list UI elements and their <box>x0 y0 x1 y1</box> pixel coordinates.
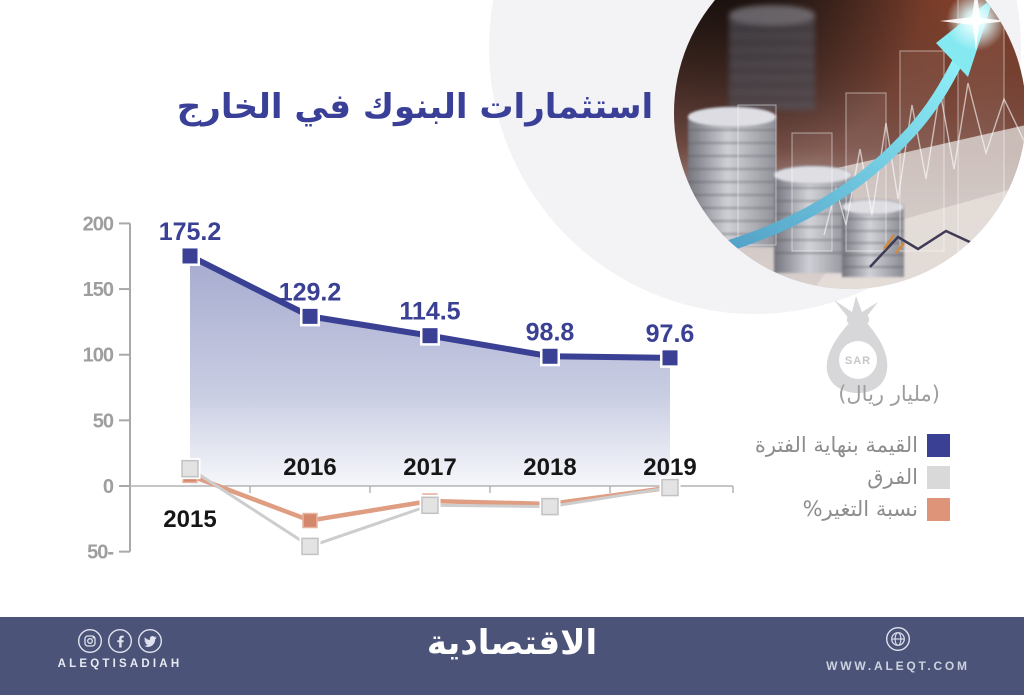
value-label: 98.8 <box>526 318 575 346</box>
globe-icon <box>885 626 911 652</box>
legend-swatch-difference <box>927 465 950 489</box>
footer-website-block: WWW.ALEQT.COM <box>808 626 988 673</box>
footer-logo: الاقتصادية <box>426 623 598 663</box>
value-label: 175.2 <box>159 218 222 246</box>
series-line-2 <box>187 473 673 523</box>
series-marker-0 <box>422 328 438 344</box>
y-tick-label: 150 <box>83 279 114 301</box>
social-icons <box>53 628 187 654</box>
unit-label: (مليار ريال) <box>838 382 940 406</box>
coins-growth-photo <box>674 0 1024 289</box>
series-marker-2 <box>302 512 318 529</box>
y-tick-label: 50- <box>87 542 113 564</box>
coin-stack-blurred <box>729 5 815 110</box>
footer-brand-latin: ALEQTISADIAH <box>57 658 183 670</box>
year-label: 2017 <box>403 454 456 481</box>
legend-swatch-change-pct <box>927 497 950 521</box>
series-marker-1 <box>421 496 439 515</box>
instagram-icon <box>77 628 103 654</box>
sar-label: SAR <box>845 355 871 367</box>
value-label: 97.6 <box>646 320 695 348</box>
paper-chart-marks <box>882 234 905 254</box>
legend-swatch-value <box>927 433 950 457</box>
series-marker-2 <box>662 479 678 496</box>
series-marker-0 <box>302 308 318 324</box>
page-title: استثمارات البنوك في الخارج <box>176 87 654 127</box>
facebook-icon <box>107 628 133 654</box>
footer: ALEQTISADIAH الاقتصادية WWW.ALEQT.COM <box>0 617 1024 695</box>
series-line-1 <box>188 467 672 548</box>
growth-arrow <box>698 53 965 259</box>
series-marker-1 <box>541 497 559 516</box>
series-marker-1 <box>301 537 319 556</box>
footer-website-url: WWW.ALEQT.COM <box>826 659 970 673</box>
twitter-icon <box>137 628 163 654</box>
hologram-line <box>823 82 1024 236</box>
area-fill <box>190 255 670 486</box>
series-marker-1 <box>181 459 199 478</box>
money-bag-icon: SAR <box>826 296 888 393</box>
series-marker-2 <box>422 493 438 509</box>
legend-label-change-pct: نسبة التغير% <box>802 497 918 521</box>
legend: القيمة بنهاية الفترة الفرق نسبة التغير% <box>755 433 950 529</box>
value-label: 129.2 <box>279 278 342 306</box>
series-marker-0 <box>662 350 678 366</box>
y-tick-label: 50 <box>93 410 114 432</box>
series-marker-0 <box>542 348 558 364</box>
y-tick-label: 0 <box>103 476 114 498</box>
value-label: 114.5 <box>399 298 460 326</box>
legend-item-change-pct: نسبة التغير% <box>755 497 950 521</box>
footer-social-block: ALEQTISADIAH <box>53 628 187 670</box>
series-line-0 <box>187 252 673 361</box>
legend-label-value: القيمة بنهاية الفترة <box>754 433 918 457</box>
y-tick-label: 200 <box>83 213 114 235</box>
series-marker-0 <box>182 248 198 264</box>
series-marker-2 <box>542 496 558 512</box>
year-label: 2018 <box>523 454 576 481</box>
year-label: 2016 <box>283 454 336 481</box>
y-tick-label: 100 <box>83 345 114 367</box>
legend-item-difference: الفرق <box>755 465 950 489</box>
series-marker-2 <box>182 467 198 484</box>
coins-growth-illustration <box>674 0 1024 289</box>
year-label: 2019 <box>643 454 696 481</box>
legend-label-difference: الفرق <box>867 465 918 489</box>
series-marker-1 <box>661 478 679 497</box>
legend-item-value: القيمة بنهاية الفترة <box>755 433 950 457</box>
year-label: 2015 <box>163 506 216 533</box>
